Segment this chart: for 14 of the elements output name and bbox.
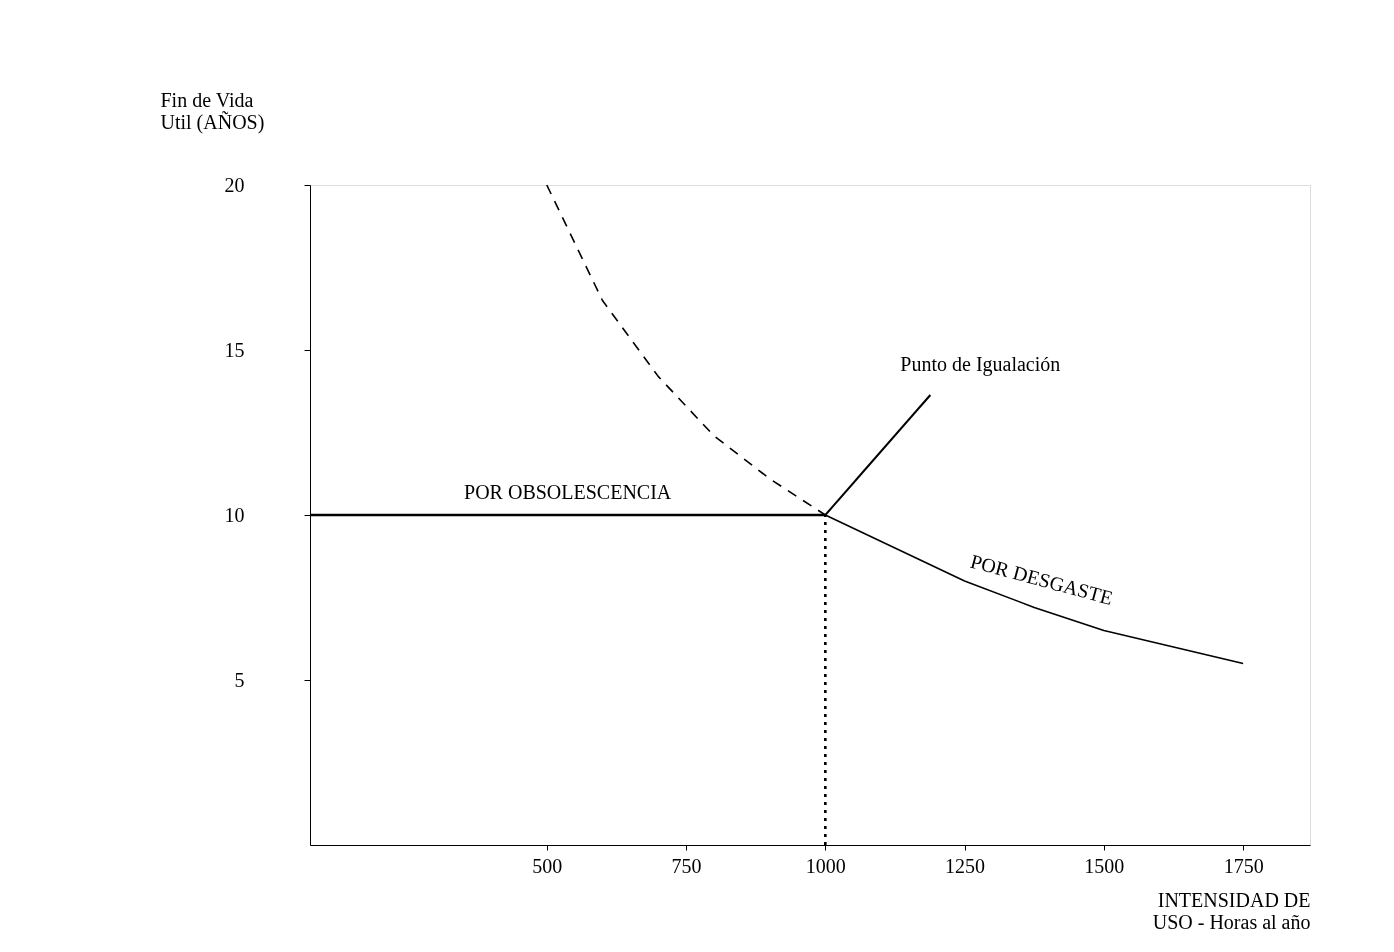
y-tick-label: 5 <box>234 668 245 691</box>
annotation: Punto de Igualación <box>900 353 1061 376</box>
x-tick-label: 1500 <box>1084 854 1125 877</box>
y-tick-label: 20 <box>224 173 245 196</box>
x-tick-label: 1250 <box>945 854 986 877</box>
x-axis-title: INTENSIDAD DE USO - Horas al año <box>1152 888 1311 933</box>
y-tick-label: 10 <box>224 503 245 526</box>
x-tick-label: 1000 <box>805 854 846 877</box>
x-tick-label: 500 <box>532 854 563 877</box>
x-tick-label: 1750 <box>1223 854 1264 877</box>
y-axis-title: Fin de Vida Util (AÑOS) <box>160 88 265 134</box>
x-tick-label: 750 <box>671 854 702 877</box>
series-label: POR OBSOLESCENCIA <box>464 481 672 503</box>
y-tick-label: 15 <box>224 338 245 361</box>
